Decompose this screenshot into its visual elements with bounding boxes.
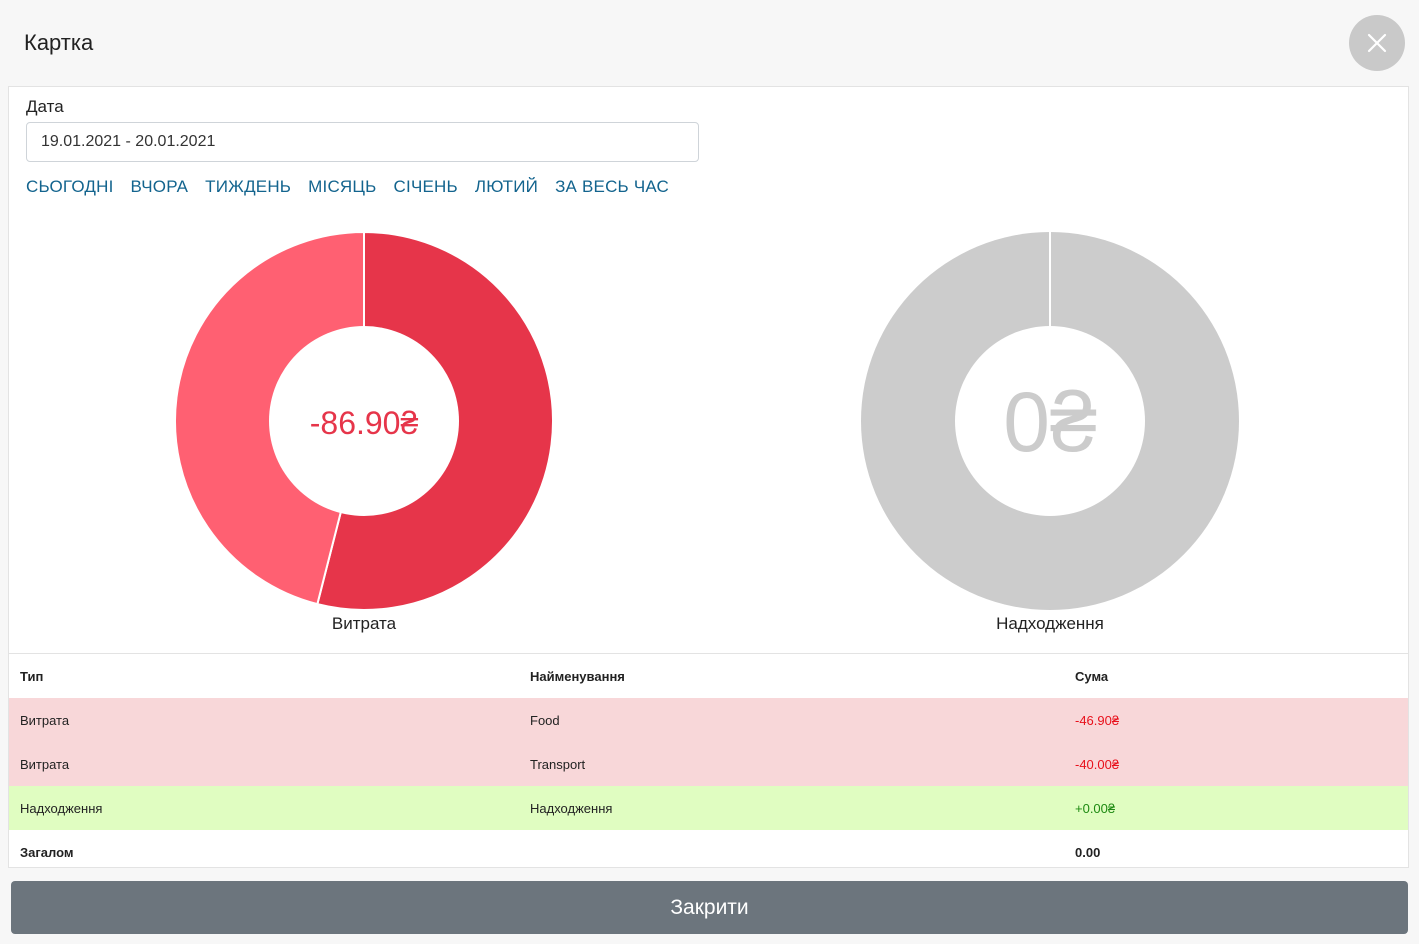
row-name: Надходження [530,801,613,816]
column-header-amount: Сума [1075,669,1109,684]
period-link-month[interactable]: Місяць [308,177,377,196]
expense-donut-chart: -86.90₴ [174,231,554,611]
row-amount: +0.00₴ [1075,801,1116,816]
period-link-january[interactable]: Січень [393,177,458,196]
row-type: Витрата [20,757,70,772]
close-modal-button[interactable] [1349,15,1405,71]
period-link-yesterday[interactable]: Вчора [130,177,189,196]
expense-total-label: -86.90₴ [310,405,419,441]
row-type: Надходження [20,801,103,816]
column-header-name: Найменування [530,669,625,684]
period-link-week[interactable]: Тиждень [205,177,292,196]
total-value: 0.00 [1075,845,1101,860]
row-amount: -46.90₴ [1075,713,1120,728]
column-header-type: Тип [20,669,44,684]
period-link-february[interactable]: Лютий [474,177,539,196]
modal-title: Картка [24,30,94,55]
income-total-label: 0₴ [1003,375,1097,469]
report-card: Дата Сьогодні Вчора Тиждень Місяць Січен… [8,86,1409,868]
expense-donut-hole [269,326,459,516]
modal-header: Картка [0,0,1419,86]
table-header-row: Тип Найменування Сума [9,654,1408,698]
income-chart-title: Надходження [996,614,1104,633]
expense-chart-title: Витрата [331,614,397,633]
date-range-input[interactable] [26,122,699,162]
table-row: Надходження Надходження +0.00₴ [9,786,1408,830]
total-label: Загалом [20,845,74,860]
row-amount: -40.00₴ [1075,757,1120,772]
table-row: Витрата Transport -40.00₴ [9,742,1408,786]
income-donut-hole [955,326,1145,516]
table-total-row: Загалом 0.00 [9,830,1408,874]
period-link-all-time[interactable]: За весь час [555,177,669,196]
row-name: Food [530,713,560,728]
transactions-table: Тип Найменування Сума Витрата Food -46.9… [9,653,1408,874]
period-link-today[interactable]: Сьогодні [26,177,114,196]
income-donut-chart: 0₴ [861,232,1239,610]
row-name: Transport [530,757,586,772]
table-row: Витрата Food -46.90₴ [9,698,1408,742]
close-button[interactable]: Закрити [11,881,1408,934]
quick-period-links: Сьогодні Вчора Тиждень Місяць Січень Лют… [26,177,669,197]
date-label: Дата [26,97,64,116]
close-icon [1367,33,1387,53]
row-type: Витрата [20,713,70,728]
